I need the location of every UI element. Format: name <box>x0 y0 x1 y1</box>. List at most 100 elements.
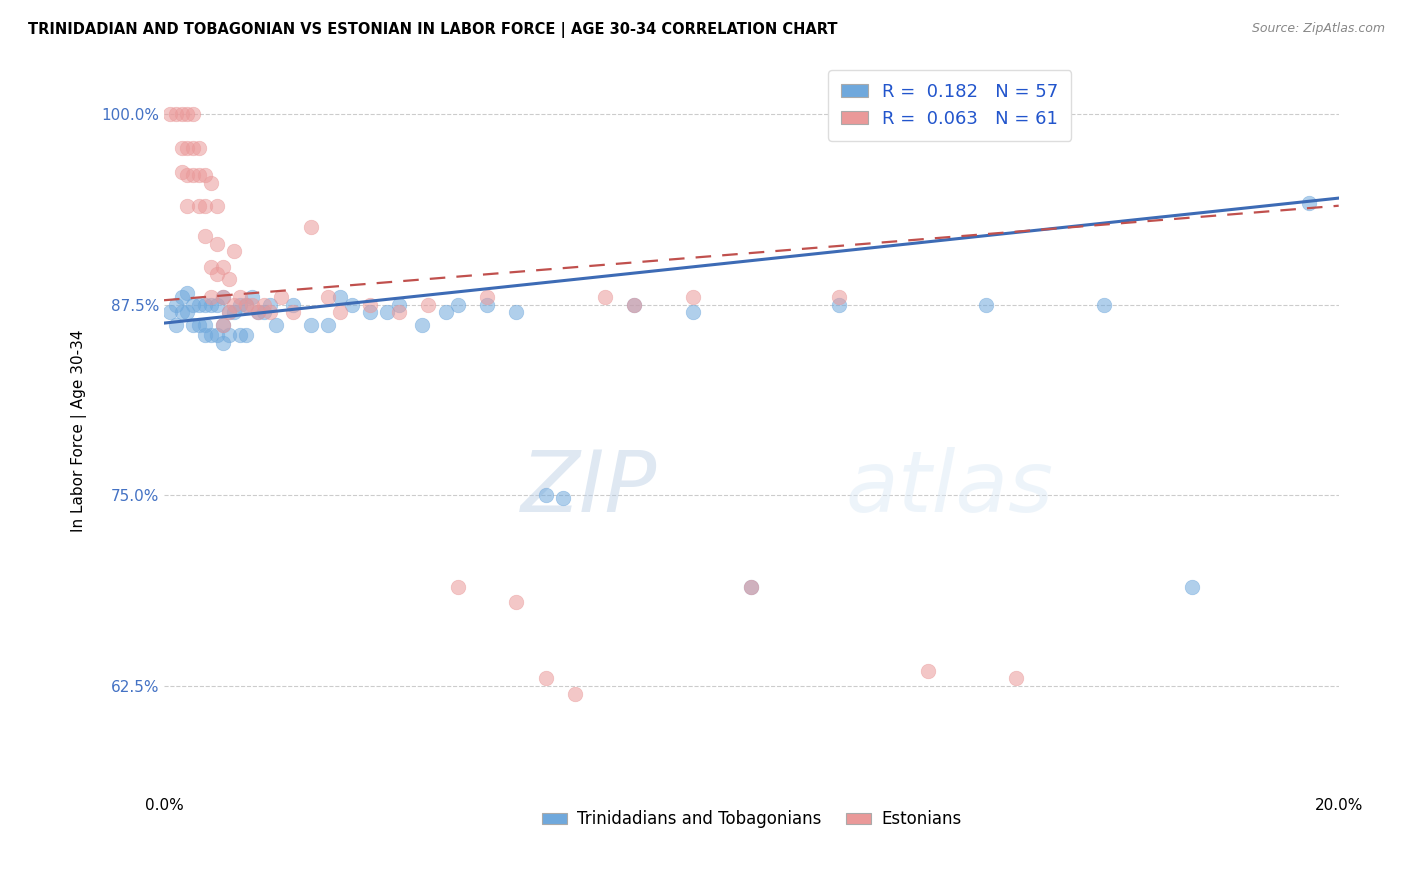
Point <box>183 168 205 182</box>
Point <box>218 305 240 319</box>
Point <box>299 220 322 235</box>
Point <box>211 260 233 274</box>
Point <box>623 298 645 312</box>
Point <box>218 305 240 319</box>
Point <box>447 580 470 594</box>
Point <box>623 298 645 312</box>
Point <box>188 298 211 312</box>
Point <box>1004 671 1026 685</box>
Point <box>229 298 252 312</box>
Point <box>553 491 575 506</box>
Point <box>359 298 381 312</box>
Point <box>1092 298 1115 312</box>
Point <box>183 298 205 312</box>
Point <box>235 298 257 312</box>
Point <box>682 290 704 304</box>
Point <box>318 290 340 304</box>
Point <box>235 328 257 343</box>
Point <box>434 305 457 319</box>
Point <box>682 305 704 319</box>
Point <box>340 298 363 312</box>
Point <box>194 298 217 312</box>
Point <box>505 595 527 609</box>
Point <box>159 107 181 121</box>
Point <box>283 305 305 319</box>
Point <box>740 580 762 594</box>
Point <box>165 318 187 332</box>
Point <box>240 290 263 304</box>
Point <box>170 290 193 304</box>
Text: Source: ZipAtlas.com: Source: ZipAtlas.com <box>1251 22 1385 36</box>
Point <box>329 305 352 319</box>
Point <box>200 298 222 312</box>
Point <box>246 305 269 319</box>
Y-axis label: In Labor Force | Age 30-34: In Labor Force | Age 30-34 <box>72 329 87 532</box>
Point <box>917 664 939 678</box>
Point <box>388 305 411 319</box>
Point <box>475 290 498 304</box>
Point <box>183 318 205 332</box>
Point <box>176 168 198 182</box>
Point <box>270 290 292 304</box>
Point <box>211 318 233 332</box>
Point <box>218 272 240 286</box>
Point <box>170 107 193 121</box>
Point <box>205 328 228 343</box>
Point <box>211 290 233 304</box>
Point <box>299 318 322 332</box>
Point <box>205 236 228 251</box>
Point <box>418 298 440 312</box>
Point <box>200 176 222 190</box>
Point <box>176 141 198 155</box>
Point <box>176 107 198 121</box>
Point <box>159 305 181 319</box>
Point <box>205 268 228 282</box>
Point <box>224 305 246 319</box>
Point <box>200 290 222 304</box>
Point <box>194 199 217 213</box>
Point <box>183 107 205 121</box>
Point <box>229 328 252 343</box>
Point <box>593 290 616 304</box>
Point <box>259 298 281 312</box>
Point <box>224 298 246 312</box>
Point <box>183 141 205 155</box>
Point <box>505 305 527 319</box>
Point <box>188 318 211 332</box>
Point <box>200 328 222 343</box>
Point <box>165 107 187 121</box>
Point <box>205 199 228 213</box>
Point <box>194 328 217 343</box>
Point <box>375 305 398 319</box>
Point <box>740 580 762 594</box>
Point <box>253 305 276 319</box>
Point <box>235 298 257 312</box>
Point <box>211 318 233 332</box>
Point <box>205 298 228 312</box>
Point <box>176 285 198 300</box>
Point <box>564 687 586 701</box>
Point <box>211 335 233 350</box>
Point <box>259 305 281 319</box>
Text: atlas: atlas <box>845 447 1053 530</box>
Point <box>283 298 305 312</box>
Point <box>194 168 217 182</box>
Point <box>170 165 193 179</box>
Point <box>1298 195 1320 210</box>
Point <box>218 328 240 343</box>
Point <box>188 141 211 155</box>
Point <box>188 199 211 213</box>
Point <box>475 298 498 312</box>
Point <box>318 318 340 332</box>
Point <box>194 318 217 332</box>
Point <box>828 290 851 304</box>
Point <box>253 298 276 312</box>
Point <box>388 298 411 312</box>
Point <box>170 305 193 319</box>
Point <box>165 298 187 312</box>
Point <box>359 305 381 319</box>
Point <box>188 168 211 182</box>
Point <box>974 298 997 312</box>
Point <box>176 305 198 319</box>
Point <box>194 229 217 244</box>
